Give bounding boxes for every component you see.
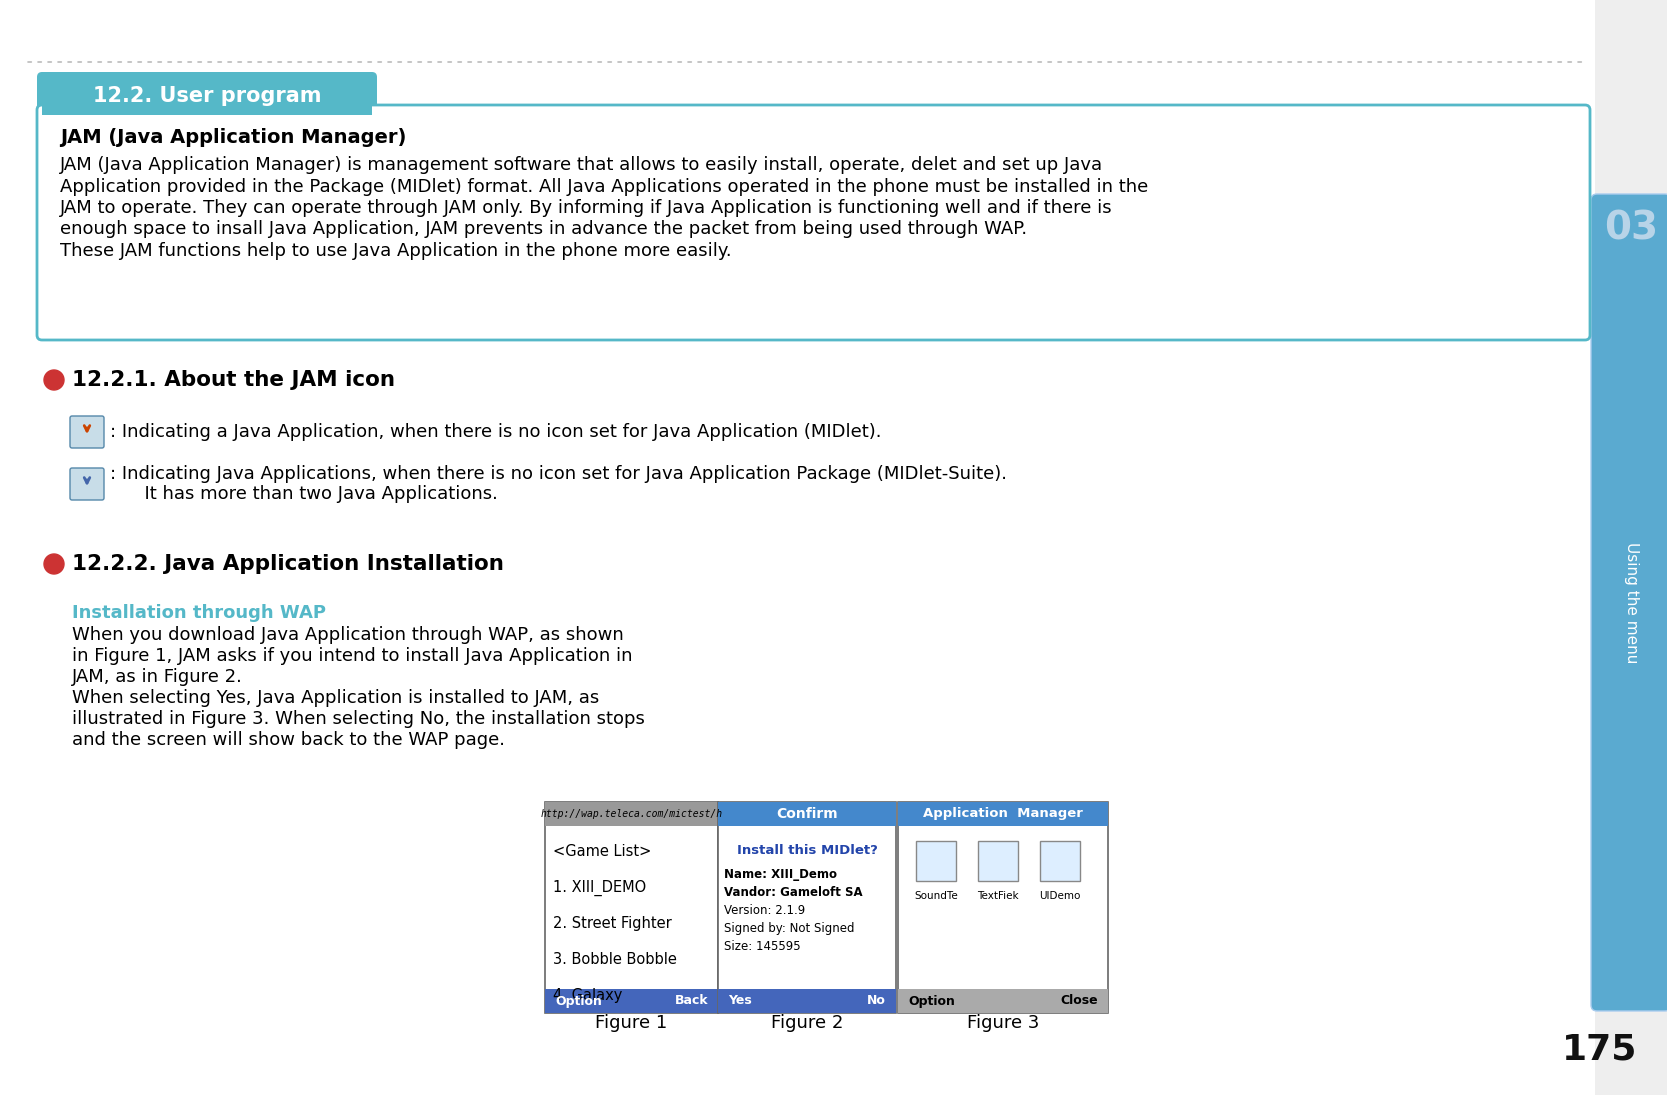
Text: Vandor: Gameloft SA: Vandor: Gameloft SA [723,886,862,899]
Text: Figure 2: Figure 2 [770,1014,844,1031]
Text: Figure 1: Figure 1 [595,1014,667,1031]
Text: 1. XIII_DEMO: 1. XIII_DEMO [553,880,647,896]
FancyBboxPatch shape [42,96,372,115]
Text: JAM (Java Application Manager): JAM (Java Application Manager) [60,128,407,147]
Bar [545,989,718,1013]
Text: in Figure 1, JAM asks if you intend to install Java Application in: in Figure 1, JAM asks if you intend to i… [72,647,632,665]
FancyBboxPatch shape [37,72,377,120]
Text: JAM to operate. They can operate through JAM only. By informing if Java Applicat: JAM to operate. They can operate through… [60,199,1112,217]
Text: 2. Street Fighter: 2. Street Fighter [553,917,672,931]
Bar [43,107,370,117]
FancyBboxPatch shape [70,468,103,500]
FancyBboxPatch shape [1590,194,1667,1011]
Text: JAM (Java Application Manager) is management software that allows to easily inst: JAM (Java Application Manager) is manage… [60,155,1104,174]
Text: 4. Galaxy: 4. Galaxy [553,988,622,1003]
Text: UIDemo: UIDemo [1039,891,1080,901]
Text: Size: 145595: Size: 145595 [723,940,800,953]
Text: TextFiek: TextFiek [977,891,1019,901]
Text: : Indicating a Java Application, when there is no icon set for Java Application : : Indicating a Java Application, when th… [110,423,882,441]
Text: 03: 03 [1604,210,1659,247]
Text: : Indicating Java Applications, when there is no icon set for Java Application P: : Indicating Java Applications, when the… [110,465,1007,483]
Bar [899,802,1109,826]
Bar [718,989,895,1013]
Text: 12.2.2. Java Application Installation: 12.2.2. Java Application Installation [72,554,503,574]
FancyBboxPatch shape [37,105,1590,341]
Text: Back: Back [675,994,708,1007]
Text: Option: Option [909,994,955,1007]
Circle shape [43,554,63,574]
Text: Using the menu: Using the menu [1624,542,1639,664]
Bar [1040,841,1080,881]
Text: It has more than two Java Applications.: It has more than two Java Applications. [110,485,498,503]
Bar [915,841,955,881]
FancyBboxPatch shape [70,416,103,448]
Text: Yes: Yes [728,994,752,1007]
Bar [718,802,895,826]
Text: No: No [867,994,885,1007]
Text: Signed by: Not Signed: Signed by: Not Signed [723,922,855,935]
Text: 3. Bobble Bobble: 3. Bobble Bobble [553,952,677,967]
Text: Application provided in the Package (MIDlet) format. All Java Applications opera: Application provided in the Package (MID… [60,177,1149,196]
Text: <Game List>: <Game List> [553,844,652,858]
Text: SoundTe: SoundTe [914,891,959,901]
Circle shape [43,370,63,390]
Text: Installation through WAP: Installation through WAP [72,604,327,622]
Text: 12.2. User program: 12.2. User program [93,87,322,106]
Text: When selecting Yes, Java Application is installed to JAM, as: When selecting Yes, Java Application is … [72,689,598,707]
Text: 12.2.1. About the JAM icon: 12.2.1. About the JAM icon [72,370,395,390]
Text: Name: XIII_Demo: Name: XIII_Demo [723,868,837,881]
Text: enough space to insall Java Application, JAM prevents in advance the packet from: enough space to insall Java Application,… [60,220,1027,239]
Text: Version: 2.1.9: Version: 2.1.9 [723,904,805,917]
Text: JAM, as in Figure 2.: JAM, as in Figure 2. [72,668,243,685]
Text: illustrated in Figure 3. When selecting No, the installation stops: illustrated in Figure 3. When selecting … [72,710,645,728]
Bar [545,802,718,826]
Bar [979,841,1019,881]
Bar [1595,0,1667,1095]
Bar [545,802,718,1013]
Text: Confirm: Confirm [777,807,839,821]
Text: Figure 3: Figure 3 [967,1014,1039,1031]
Bar [899,989,1109,1013]
Text: http://wap.teleca.com/mictest/h: http://wap.teleca.com/mictest/h [540,809,722,819]
Text: Application  Manager: Application Manager [924,807,1084,820]
Text: When you download Java Application through WAP, as shown: When you download Java Application throu… [72,626,623,644]
Text: Install this MIDlet?: Install this MIDlet? [737,844,877,857]
Text: These JAM functions help to use Java Application in the phone more easily.: These JAM functions help to use Java App… [60,242,732,260]
Text: and the screen will show back to the WAP page.: and the screen will show back to the WAP… [72,731,505,749]
Text: Option: Option [555,994,602,1007]
Text: Close: Close [1060,994,1099,1007]
Text: 175: 175 [1562,1033,1637,1067]
Bar [899,802,1109,1013]
Bar [718,802,895,1013]
